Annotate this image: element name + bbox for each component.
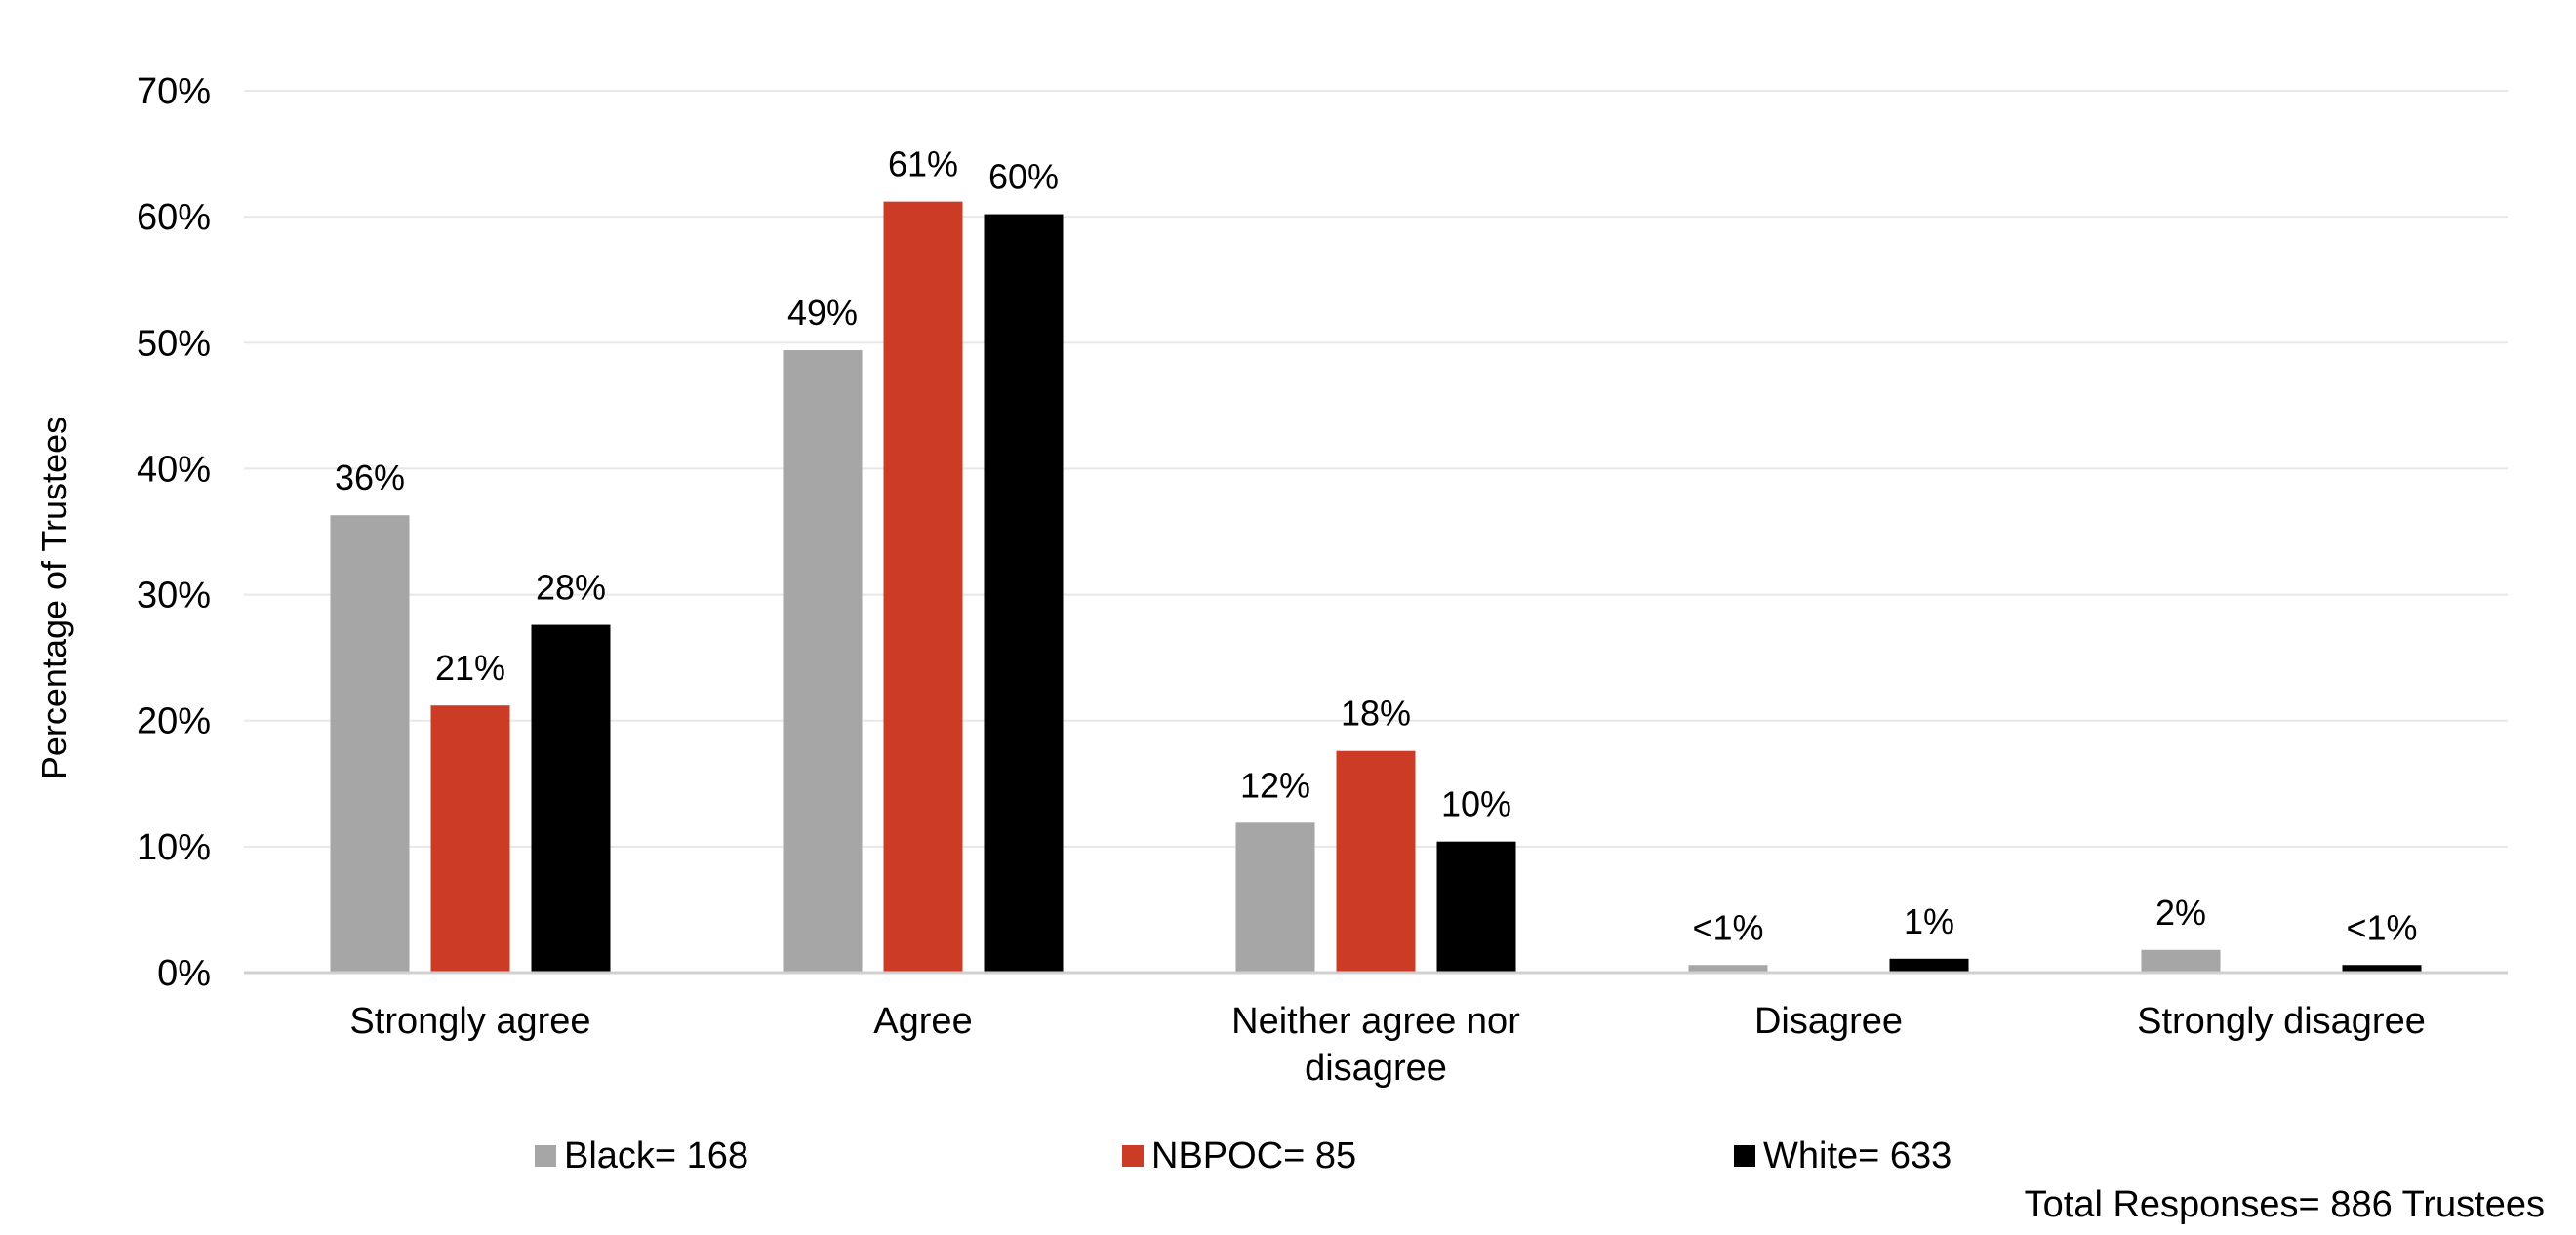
bars [330,201,2422,973]
data-label: 60% [988,157,1059,197]
bar [1889,958,1969,973]
data-labels: 36% 21% 28% 49% 61% 60% 12% 18% 10% <1% 1% 2% <1% [335,144,2418,948]
y-tick-label: 70% [137,71,211,112]
legend-label: White= 633 [1763,1135,1952,1176]
bar [1336,750,1416,973]
x-category-label: Disagree [1754,1001,1903,1042]
y-tick-label: 30% [137,576,211,617]
legend-label: Black= 168 [564,1135,748,1176]
bar [984,214,1064,973]
y-tick-label: 60% [137,197,211,238]
data-label: <1% [1692,907,1763,947]
data-label: 18% [1341,694,1411,734]
x-category-label: Strongly disagree [2137,1001,2426,1042]
x-category-label: disagree [1305,1048,1447,1089]
bar [2141,949,2221,973]
y-tick-label: 20% [137,701,211,742]
bar [330,515,410,973]
gridlines [244,90,2508,848]
bar [883,201,963,973]
data-label: 49% [787,293,858,333]
y-tick-label: 10% [137,827,211,868]
x-category-label: Agree [873,1001,972,1042]
y-axis-title: Percentage of Trustees [34,417,74,779]
data-label: 10% [1441,784,1511,824]
data-label: 61% [888,144,958,184]
bar [430,705,510,973]
bar [1688,965,1768,973]
bar [783,350,863,973]
y-tick-label: 0% [157,953,211,994]
bar [1436,841,1516,973]
data-label: 1% [1904,901,1954,941]
y-tick-label: 50% [137,323,211,364]
legend-swatch [1734,1145,1755,1167]
data-label: <1% [2346,907,2417,947]
bar [531,624,611,973]
x-axis-category-labels: Strongly agree Agree Neither agree nor disa… [349,1001,2425,1089]
data-label: 2% [2155,893,2206,933]
legend-swatch [1122,1145,1144,1167]
y-axis-ticks: 0% 10% 20% 30% 40% 50% 60% 70% [137,71,211,994]
x-category-label: Strongly agree [349,1001,590,1042]
legend-label: NBPOC= 85 [1151,1135,1356,1176]
y-tick-label: 40% [137,449,211,490]
total-responses-note: Total Responses= 886 Trustees [2025,1184,2545,1225]
data-label: 12% [1240,765,1310,805]
legend: Black= 168 NBPOC= 85 White= 633 [535,1135,1952,1176]
data-label: 36% [335,458,405,498]
bar [1235,822,1315,973]
bar [2342,965,2422,973]
x-category-label: Neither agree nor [1231,1001,1520,1042]
data-label: 21% [435,648,505,688]
legend-swatch [535,1145,556,1167]
data-label: 28% [536,568,606,608]
